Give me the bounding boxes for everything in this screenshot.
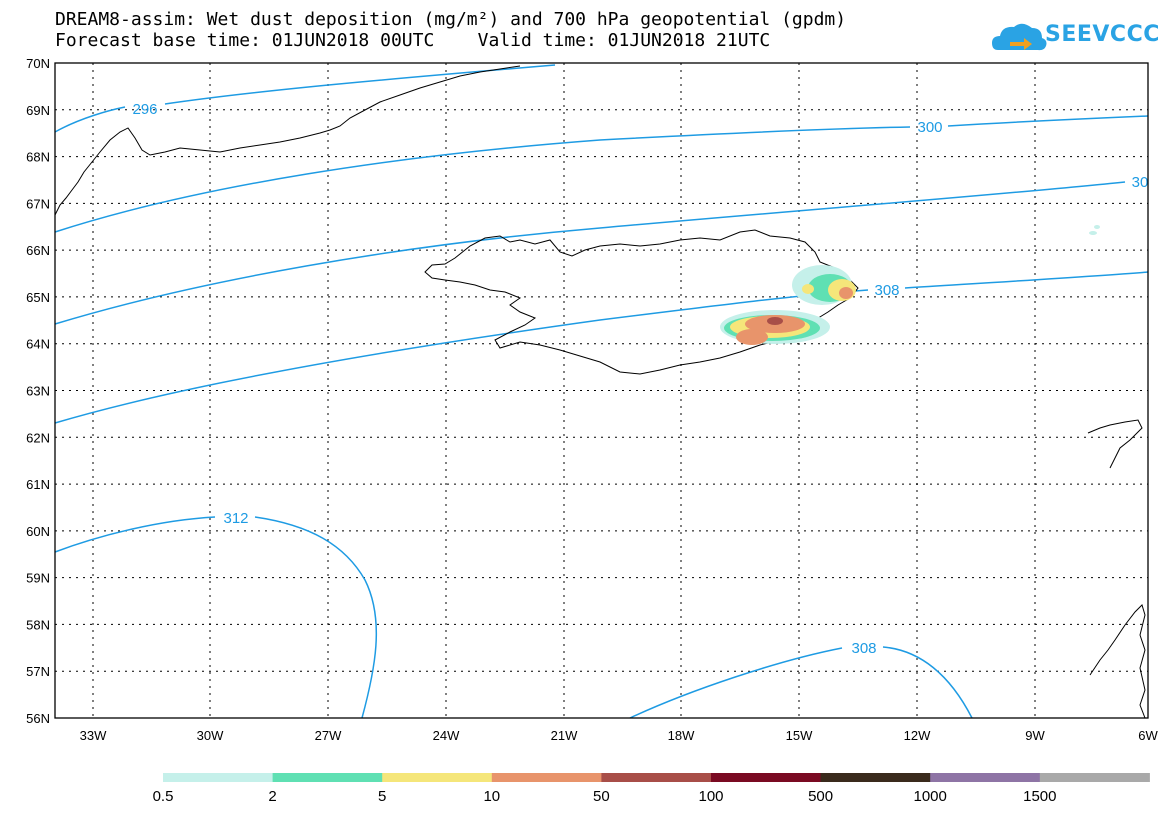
lon-label: 18W: [668, 728, 695, 743]
scotland-coast: [1089, 604, 1146, 719]
legend-swatch: [820, 773, 931, 782]
legend-tick: 50: [593, 788, 610, 805]
legend-tick: 5: [378, 788, 386, 805]
legend-tick: 10: [483, 788, 500, 805]
legend-tick: 1500: [1023, 788, 1056, 805]
lat-label: 70N: [26, 56, 50, 71]
lat-label: 64N: [26, 337, 50, 352]
legend-swatch: [930, 773, 1041, 782]
legend-tick: 0.5: [153, 788, 174, 805]
lat-label: 63N: [26, 384, 50, 399]
lon-label: 24W: [433, 728, 460, 743]
lat-label: 58N: [26, 617, 50, 632]
dust-blob: [1094, 225, 1100, 229]
contour-308-b: [629, 646, 973, 719]
contour-label: 308: [874, 282, 899, 299]
forecast-times: Forecast base time: 01JUN2018 00UTC Vali…: [55, 30, 771, 51]
faroe-coast: [1087, 419, 1143, 469]
legend-tick: 100: [698, 788, 723, 805]
geopotential-contours: [54, 64, 1149, 719]
cloud-icon: [992, 23, 1047, 51]
lat-label: 61N: [26, 477, 50, 492]
lon-label: 30W: [197, 728, 224, 743]
lat-label: 69N: [26, 103, 50, 118]
lon-label: 6W: [1138, 728, 1158, 743]
lat-label: 66N: [26, 243, 50, 258]
contour-300-a: [54, 115, 1149, 233]
contour-308-a: [54, 271, 1149, 424]
contour-label: 300: [917, 119, 942, 136]
coastlines: [54, 65, 1146, 719]
contour-304: [54, 181, 1126, 325]
lat-label: 67N: [26, 196, 50, 211]
latitude-labels: 70N 69N 68N 67N 66N 65N 64N 63N 62N 61N 60N 59N 58N 5…: [26, 56, 50, 726]
lat-label: 59N: [26, 571, 50, 586]
plot-frame: [54, 62, 1149, 719]
lon-label: 9W: [1025, 728, 1045, 743]
legend-tick: 1000: [914, 788, 947, 805]
legend-swatch: [491, 773, 602, 782]
contour-label: 308: [851, 640, 876, 657]
lat-label: 65N: [26, 290, 50, 305]
lat-label: 60N: [26, 524, 50, 539]
legend-swatch: [272, 773, 383, 782]
contour-label: 296: [132, 101, 157, 118]
dust-blob: [839, 287, 853, 299]
lat-label: 57N: [26, 664, 50, 679]
contour-312: [54, 516, 378, 719]
legend-swatch: [711, 773, 822, 782]
legend-swatch: [1039, 773, 1150, 782]
legend-swatch: [382, 773, 493, 782]
legend-swatch: [601, 773, 712, 782]
dust-blob: [1089, 231, 1097, 235]
lon-label: 15W: [786, 728, 813, 743]
dust-blob: [802, 284, 814, 294]
lon-label: 33W: [80, 728, 107, 743]
map-title: DREAM8-assim: Wet dust deposition (mg/m²…: [55, 9, 847, 30]
lat-label: 68N: [26, 150, 50, 165]
lat-label: 56N: [26, 711, 50, 726]
lon-label: 12W: [904, 728, 931, 743]
contour-label: 312: [223, 510, 248, 527]
legend-tick: 2: [268, 788, 276, 805]
lat-label: 62N: [26, 430, 50, 445]
lon-label: 27W: [315, 728, 342, 743]
legend-tick: 500: [808, 788, 833, 805]
longitude-labels: 33W 30W 27W 24W 21W 18W 15W 12W 9W 6W: [80, 728, 1159, 743]
iceland-coast: [424, 229, 859, 375]
legend-swatch: [163, 773, 274, 782]
gridlines: [55, 63, 1148, 718]
seevccc-logo: SEEVCCC: [1045, 22, 1160, 47]
lon-label: 21W: [551, 728, 578, 743]
dust-blob: [767, 317, 783, 325]
dust-deposition: [720, 225, 1100, 345]
contour-label: 30: [1132, 174, 1149, 191]
greenland-coast: [54, 65, 521, 216]
dust-blob: [736, 329, 768, 345]
